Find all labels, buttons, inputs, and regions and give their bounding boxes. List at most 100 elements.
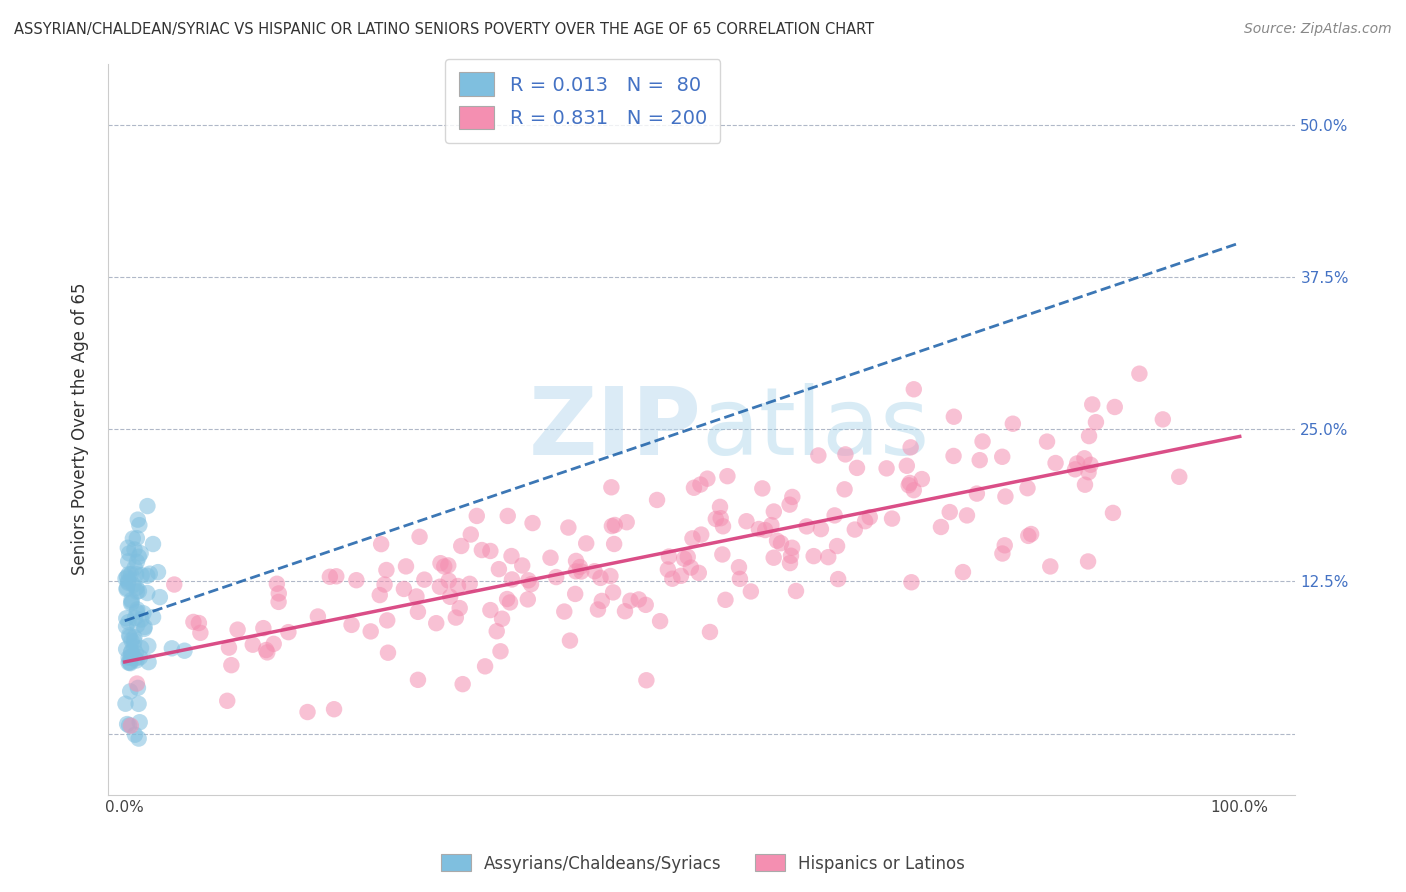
- Point: [844, 523, 866, 537]
- Point: [134, 620, 156, 634]
- Point: [586, 602, 609, 616]
- Point: [834, 483, 856, 497]
- Point: [115, 611, 138, 625]
- Point: [779, 498, 801, 512]
- Point: [711, 548, 734, 562]
- Point: [491, 612, 513, 626]
- Legend: R = 0.013   N =  80, R = 0.831   N = 200: R = 0.013 N = 80, R = 0.831 N = 200: [446, 59, 720, 143]
- Text: atlas: atlas: [702, 384, 929, 475]
- Point: [217, 694, 239, 708]
- Point: [748, 522, 770, 536]
- Point: [1073, 451, 1095, 466]
- Point: [344, 573, 367, 587]
- Point: [340, 618, 363, 632]
- Point: [444, 610, 467, 624]
- Point: [406, 673, 429, 687]
- Point: [994, 538, 1017, 552]
- Point: [132, 607, 155, 621]
- Legend: Assyrians/Chaldeans/Syriacs, Hispanics or Latinos: Assyrians/Chaldeans/Syriacs, Hispanics o…: [434, 847, 972, 880]
- Point: [125, 531, 148, 545]
- Point: [751, 482, 773, 496]
- Point: [183, 615, 205, 629]
- Point: [405, 590, 427, 604]
- Point: [568, 560, 591, 574]
- Point: [972, 434, 994, 449]
- Point: [120, 650, 142, 665]
- Point: [433, 559, 456, 574]
- Point: [699, 625, 721, 640]
- Point: [903, 483, 925, 498]
- Point: [796, 519, 818, 533]
- Point: [117, 574, 139, 589]
- Point: [735, 514, 758, 528]
- Point: [517, 574, 540, 588]
- Point: [603, 518, 626, 533]
- Point: [129, 650, 152, 665]
- Point: [117, 575, 139, 590]
- Point: [425, 616, 447, 631]
- Point: [136, 586, 159, 600]
- Point: [307, 609, 329, 624]
- Point: [120, 644, 142, 658]
- Point: [728, 572, 751, 586]
- Point: [803, 549, 825, 563]
- Point: [127, 618, 149, 632]
- Point: [118, 546, 141, 560]
- Point: [128, 549, 150, 564]
- Point: [516, 592, 538, 607]
- Point: [859, 510, 882, 524]
- Point: [221, 658, 243, 673]
- Point: [449, 601, 471, 615]
- Point: [780, 549, 803, 563]
- Point: [267, 586, 290, 600]
- Point: [846, 461, 869, 475]
- Point: [569, 565, 592, 579]
- Point: [496, 508, 519, 523]
- Point: [682, 532, 704, 546]
- Point: [118, 718, 141, 732]
- Point: [754, 523, 776, 537]
- Point: [413, 573, 436, 587]
- Point: [375, 613, 398, 627]
- Point: [657, 562, 679, 576]
- Point: [460, 527, 482, 541]
- Point: [540, 550, 562, 565]
- Point: [146, 565, 169, 579]
- Point: [128, 584, 150, 599]
- Point: [969, 453, 991, 467]
- Point: [780, 541, 803, 555]
- Point: [599, 569, 621, 583]
- Point: [603, 537, 626, 551]
- Point: [499, 595, 522, 609]
- Point: [114, 572, 136, 586]
- Point: [762, 550, 785, 565]
- Point: [688, 566, 710, 580]
- Point: [226, 623, 249, 637]
- Point: [392, 582, 415, 596]
- Point: [136, 568, 159, 582]
- Point: [142, 537, 165, 551]
- Point: [120, 684, 142, 698]
- Point: [558, 633, 581, 648]
- Point: [880, 511, 903, 525]
- Point: [501, 549, 523, 563]
- Point: [991, 450, 1014, 464]
- Point: [1168, 470, 1191, 484]
- Point: [496, 592, 519, 607]
- Point: [149, 590, 172, 604]
- Point: [1084, 415, 1107, 429]
- Point: [900, 441, 922, 455]
- Point: [1077, 554, 1099, 568]
- Point: [1039, 559, 1062, 574]
- Point: [136, 499, 159, 513]
- Point: [124, 611, 146, 625]
- Point: [319, 570, 342, 584]
- Point: [810, 522, 832, 536]
- Point: [252, 621, 274, 635]
- Point: [564, 587, 586, 601]
- Point: [118, 655, 141, 669]
- Point: [956, 508, 979, 523]
- Point: [897, 478, 920, 492]
- Point: [522, 516, 544, 530]
- Point: [120, 646, 142, 660]
